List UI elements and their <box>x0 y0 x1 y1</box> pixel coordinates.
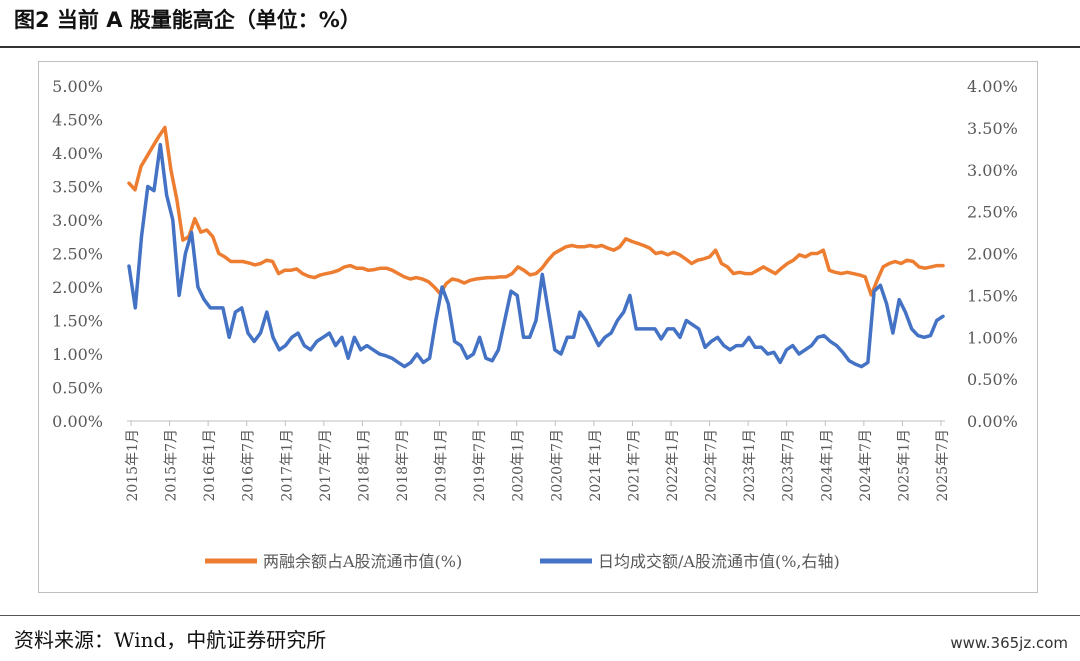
x-tick-label: 2022年7月 <box>704 429 720 502</box>
figure-title: 图2 当前 A 股量能高企（单位：%） <box>14 8 361 32</box>
top-rule <box>0 46 1080 48</box>
right-tick-label: 0.50% <box>967 370 1018 389</box>
left-tick-label: 2.50% <box>52 245 103 264</box>
right-tick-label: 3.00% <box>967 161 1018 180</box>
turnover-line <box>127 142 945 369</box>
x-tick-label: 2018年7月 <box>395 429 411 502</box>
right-tick-label: 4.00% <box>967 77 1018 96</box>
x-tick-label: 2021年7月 <box>626 429 642 502</box>
left-tick-label: 5.00% <box>52 77 103 96</box>
x-tick-label: 2015年7月 <box>164 429 180 502</box>
x-tick-label: 2020年1月 <box>511 429 527 502</box>
right-tick-label: 2.50% <box>967 203 1018 222</box>
legend-label: 日均成交额/A股流通市值(%,右轴) <box>598 552 840 571</box>
bottom-rule <box>0 615 1080 616</box>
x-tick-label: 2019年1月 <box>434 429 450 502</box>
right-tick-label: 2.00% <box>967 245 1018 264</box>
left-tick-label: 3.00% <box>52 211 103 230</box>
left-axis-ticks: 0.00% 0.50% 1.00% 1.50% 2.00% 2.50% 3.00% 3.50%… <box>52 77 103 431</box>
legend: 两融余额占A股流通市值(%) 日均成交额/A股流通市值(%,右轴) <box>205 552 840 571</box>
left-tick-label: 3.50% <box>52 178 103 197</box>
chart-frame <box>38 61 1038 593</box>
right-tick-label: 1.00% <box>967 328 1018 347</box>
watermark: www.365jz.com <box>950 634 1068 652</box>
x-tick-label: 2022年1月 <box>665 429 681 502</box>
left-tick-label: 1.00% <box>52 345 103 364</box>
x-tick-label: 2017年1月 <box>279 429 295 502</box>
left-tick-label: 4.00% <box>52 144 103 163</box>
right-tick-label: 3.50% <box>967 119 1018 138</box>
x-tick-label: 2016年1月 <box>202 429 218 502</box>
left-tick-label: 1.50% <box>52 312 103 331</box>
x-tick-label: 2021年1月 <box>588 429 604 502</box>
x-tick-label: 2020年7月 <box>549 429 565 502</box>
x-tick-label: 2023年1月 <box>742 429 758 502</box>
margin-balance-line <box>127 125 945 297</box>
x-tick-label: 2015年1月 <box>125 429 141 502</box>
x-tick-label: 2023年7月 <box>781 429 797 502</box>
x-tick-label: 2024年1月 <box>819 429 835 502</box>
right-tick-label: 0.00% <box>967 412 1018 431</box>
x-tick-label: 2018年1月 <box>356 429 372 502</box>
left-tick-label: 0.50% <box>52 379 103 398</box>
x-tick-label: 2016年7月 <box>241 429 257 502</box>
left-tick-label: 2.00% <box>52 278 103 297</box>
left-tick-label: 0.00% <box>52 412 103 431</box>
x-tick-label: 2017年7月 <box>318 429 334 502</box>
x-tick-label: 2024年7月 <box>858 429 874 502</box>
series-lines <box>127 125 945 369</box>
legend-label: 两融余额占A股流通市值(%) <box>263 552 462 571</box>
x-tick-label: 2025年1月 <box>896 429 912 502</box>
x-tick-label: 2025年7月 <box>935 429 951 502</box>
source-note: 资料来源：Wind，中航证券研究所 <box>14 628 327 652</box>
left-tick-label: 4.50% <box>52 111 103 130</box>
x-tick-label: 2019年7月 <box>472 429 488 502</box>
right-tick-label: 1.50% <box>967 286 1018 305</box>
x-axis-ticks: 2015年1月 2015年7月 2016年1月 2016年7月 2017年1月 2017年… <box>125 421 951 502</box>
right-axis-ticks: 0.00% 0.50% 1.00% 1.50% 2.00% 2.50% 3.00% 3.50%… <box>967 77 1018 431</box>
